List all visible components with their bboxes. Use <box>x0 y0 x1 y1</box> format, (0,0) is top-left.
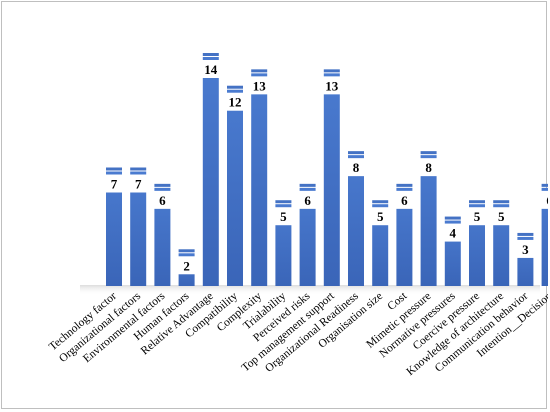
bar-cap-17 <box>517 232 534 236</box>
bar-cap-15 <box>469 200 485 204</box>
data-label-box-12 <box>395 190 413 209</box>
data-label-box-17 <box>516 239 534 258</box>
bar-cap-16 <box>493 200 510 204</box>
bar-cap-11 <box>372 200 389 204</box>
data-label-14: 4 <box>450 226 457 241</box>
data-label-9: 13 <box>325 78 339 93</box>
data-label-5: 12 <box>229 95 242 110</box>
data-label-18: 6 <box>546 193 548 208</box>
bar-cap-14 <box>444 216 461 220</box>
data-label-box-6 <box>250 76 268 95</box>
bar-18 <box>541 187 548 286</box>
data-label-box-14 <box>444 223 462 242</box>
data-label-11: 5 <box>377 209 384 224</box>
data-label-2: 6 <box>159 193 166 208</box>
data-label-box-7 <box>274 207 292 226</box>
data-label-12: 6 <box>401 193 408 208</box>
data-label-box-16 <box>492 207 510 226</box>
data-label-15: 5 <box>474 209 481 224</box>
bar-cap-9 <box>323 69 340 73</box>
data-label-4: 14 <box>204 62 218 77</box>
data-label-17: 3 <box>522 242 529 257</box>
data-label-6: 13 <box>253 78 267 93</box>
bar-cap-5 <box>227 85 243 89</box>
chart-floor <box>80 285 540 295</box>
data-label-box-4 <box>202 60 220 78</box>
data-label-box-10 <box>347 158 365 177</box>
data-label-box-0 <box>105 174 123 193</box>
bar-cap-10 <box>348 151 364 155</box>
bar-cap-8 <box>299 183 316 187</box>
bar-cap-3 <box>178 249 195 253</box>
data-label-3: 2 <box>183 258 190 273</box>
data-label-1: 7 <box>135 177 142 192</box>
data-label-box-5 <box>226 92 244 111</box>
data-label-box-2 <box>153 190 171 209</box>
data-label-16: 5 <box>498 209 505 224</box>
bar-cap-6 <box>251 69 268 73</box>
data-label-box-9 <box>323 76 341 95</box>
bar-10 <box>348 155 364 286</box>
bar-12 <box>396 187 413 286</box>
data-label-box-8 <box>299 190 317 209</box>
data-label-8: 6 <box>304 193 311 208</box>
bar-cap-4 <box>202 53 219 56</box>
bar-0 <box>106 171 122 286</box>
bar-5 <box>227 89 243 286</box>
bar-1 <box>130 171 147 286</box>
data-label-box-18 <box>541 190 548 209</box>
bar-cap-18 <box>541 183 548 187</box>
bar-9 <box>323 73 340 286</box>
bar-8 <box>299 187 316 286</box>
data-label-box-15 <box>468 207 486 226</box>
bar-4 <box>202 57 219 286</box>
bar-cap-0 <box>106 167 122 171</box>
bar-13 <box>420 155 437 286</box>
data-label-7: 5 <box>280 209 287 224</box>
data-label-10: 8 <box>353 160 360 175</box>
data-label-box-1 <box>129 174 147 193</box>
bar-cap-13 <box>420 151 437 155</box>
bar-2 <box>154 187 171 286</box>
data-label-box-13 <box>420 158 438 177</box>
bar-cap-2 <box>154 183 171 187</box>
data-label-box-11 <box>371 207 389 226</box>
bar-cap-7 <box>275 200 292 204</box>
bar-6 <box>251 73 268 286</box>
data-label-13: 8 <box>425 160 432 175</box>
data-label-box-3 <box>178 256 196 275</box>
bar-cap-1 <box>130 167 147 171</box>
data-label-0: 7 <box>111 177 118 192</box>
bar-cap-12 <box>396 183 413 187</box>
